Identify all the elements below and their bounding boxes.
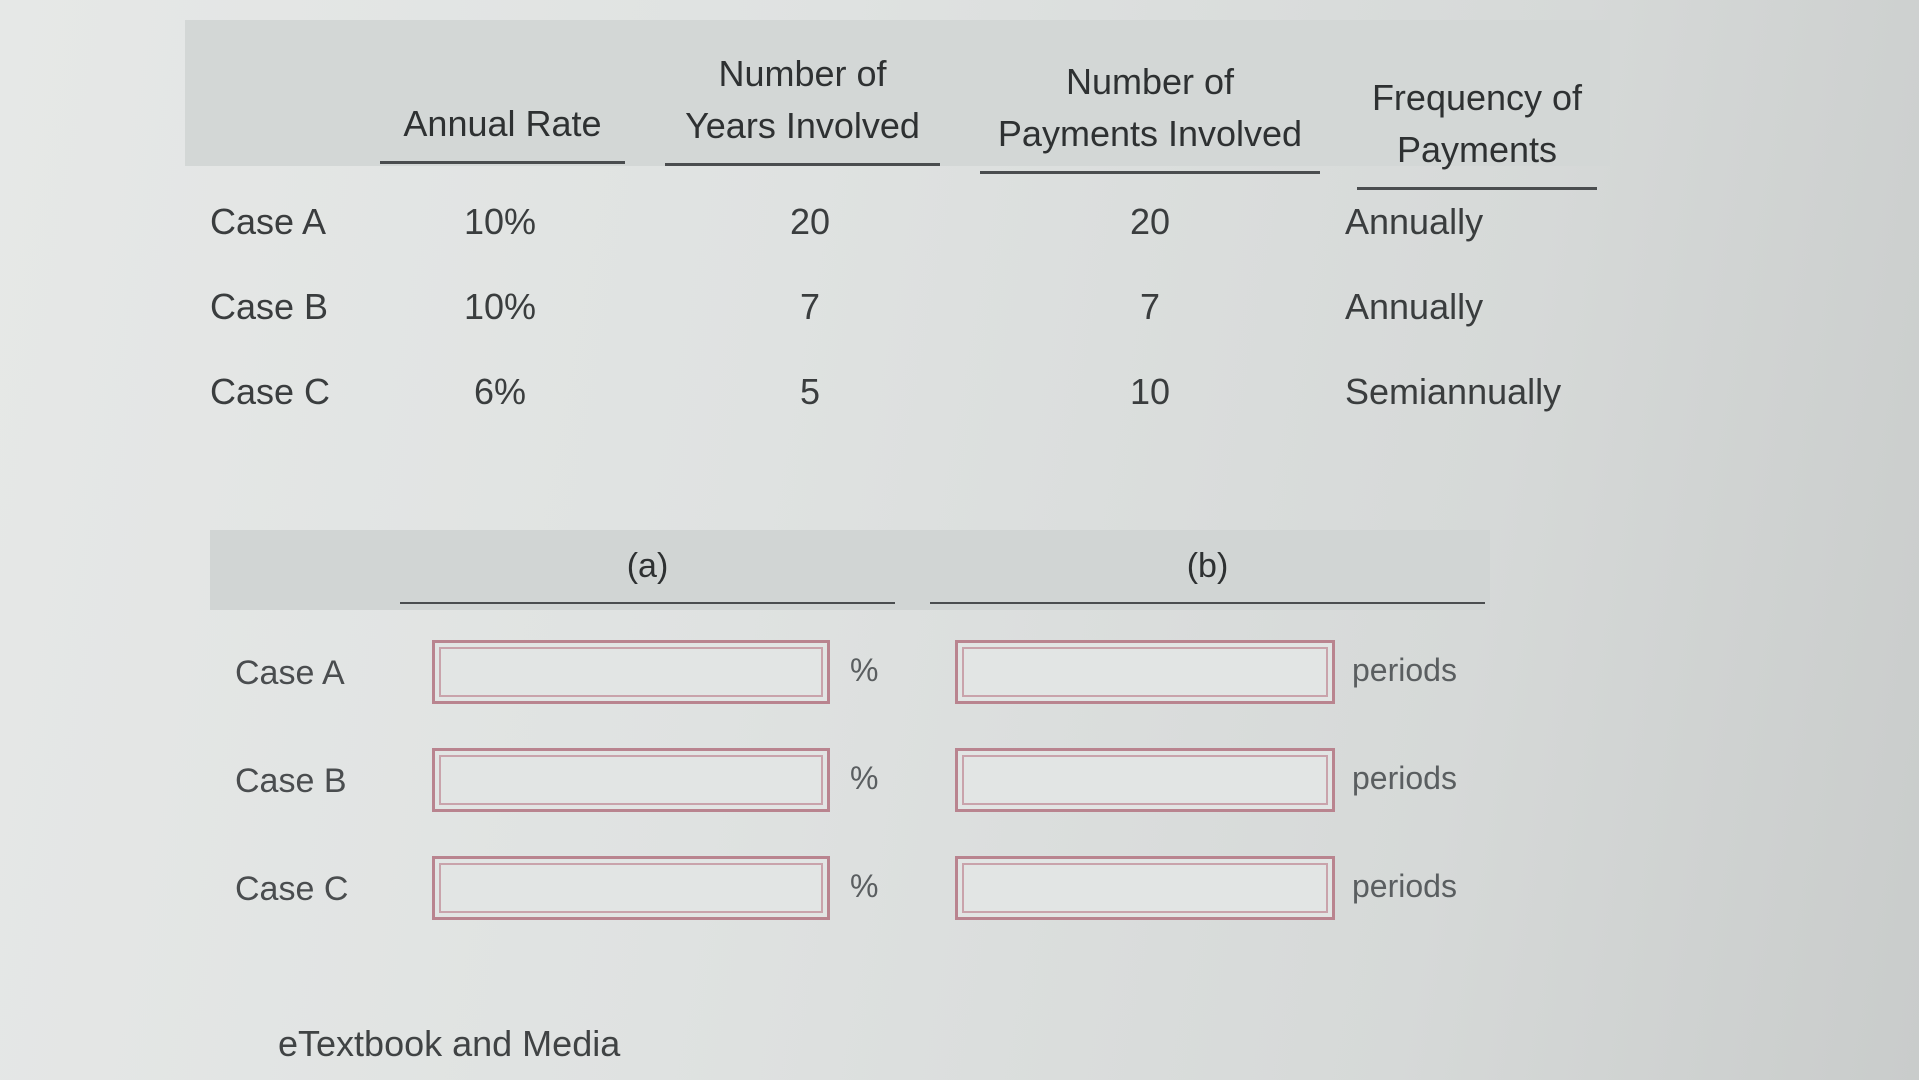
- annual-rate-value: 6%: [473, 371, 527, 412]
- header-underline: [980, 171, 1320, 174]
- periods-input-case-c[interactable]: [955, 856, 1335, 920]
- column-b-header: (b): [930, 542, 1485, 604]
- years-value: 20: [789, 201, 831, 242]
- payments-value: 10: [1129, 371, 1171, 412]
- case-label: Case A: [235, 654, 345, 692]
- header-underline: [380, 161, 625, 164]
- answer-section: (a) (b) Case A % periods Case B % period…: [210, 530, 1490, 930]
- answer-row-case-a: Case A % periods: [210, 640, 1490, 708]
- header-underline: [400, 602, 895, 604]
- case-label: Case A: [210, 201, 327, 242]
- table-row: Case B 10% 7 7 Annually: [185, 277, 1610, 337]
- case-label: Case B: [235, 762, 347, 800]
- years-value: 7: [799, 286, 821, 327]
- years-value: 5: [799, 371, 821, 412]
- rate-input-case-a[interactable]: [432, 640, 830, 704]
- header-frequency: Frequency of Payments: [1357, 72, 1597, 190]
- annual-rate-value: 10%: [463, 201, 537, 242]
- case-label: Case B: [210, 286, 329, 327]
- table-row: Case C 6% 5 10 Semiannually: [185, 362, 1610, 422]
- column-a-header: (a): [400, 542, 895, 604]
- payments-value: 7: [1139, 286, 1161, 327]
- periods-unit: periods: [1352, 760, 1457, 796]
- given-data-table: Annual Rate Number of Years Involved Num…: [185, 20, 1610, 450]
- header-annual-rate: Annual Rate: [380, 98, 625, 164]
- periods-input-case-b[interactable]: [955, 748, 1335, 812]
- answer-row-case-b: Case B % periods: [210, 748, 1490, 816]
- annual-rate-value: 10%: [463, 286, 537, 327]
- header-underline: [1357, 187, 1597, 190]
- payments-value: 20: [1129, 201, 1171, 242]
- header-underline: [930, 602, 1485, 604]
- percent-unit: %: [850, 760, 879, 796]
- case-label: Case C: [235, 870, 349, 908]
- header-underline: [665, 163, 940, 166]
- header-years-involved: Number of Years Involved: [665, 48, 940, 166]
- percent-unit: %: [850, 652, 879, 688]
- etextbook-media-link[interactable]: eTextbook and Media: [278, 1023, 621, 1064]
- header-payments-involved: Number of Payments Involved: [980, 56, 1320, 174]
- percent-unit: %: [850, 868, 879, 904]
- rate-input-case-c[interactable]: [432, 856, 830, 920]
- table-row: Case A 10% 20 20 Annually: [185, 192, 1610, 252]
- frequency-value: Annually: [1345, 286, 1484, 327]
- rate-input-case-b[interactable]: [432, 748, 830, 812]
- periods-unit: periods: [1352, 868, 1457, 904]
- answer-header: (a) (b): [210, 530, 1490, 610]
- answer-row-case-c: Case C % periods: [210, 856, 1490, 924]
- periods-input-case-a[interactable]: [955, 640, 1335, 704]
- frequency-value: Annually: [1345, 201, 1484, 242]
- periods-unit: periods: [1352, 652, 1457, 688]
- case-label: Case C: [210, 371, 331, 412]
- table-header: Annual Rate Number of Years Involved Num…: [185, 20, 1610, 190]
- frequency-value: Semiannually: [1345, 371, 1562, 412]
